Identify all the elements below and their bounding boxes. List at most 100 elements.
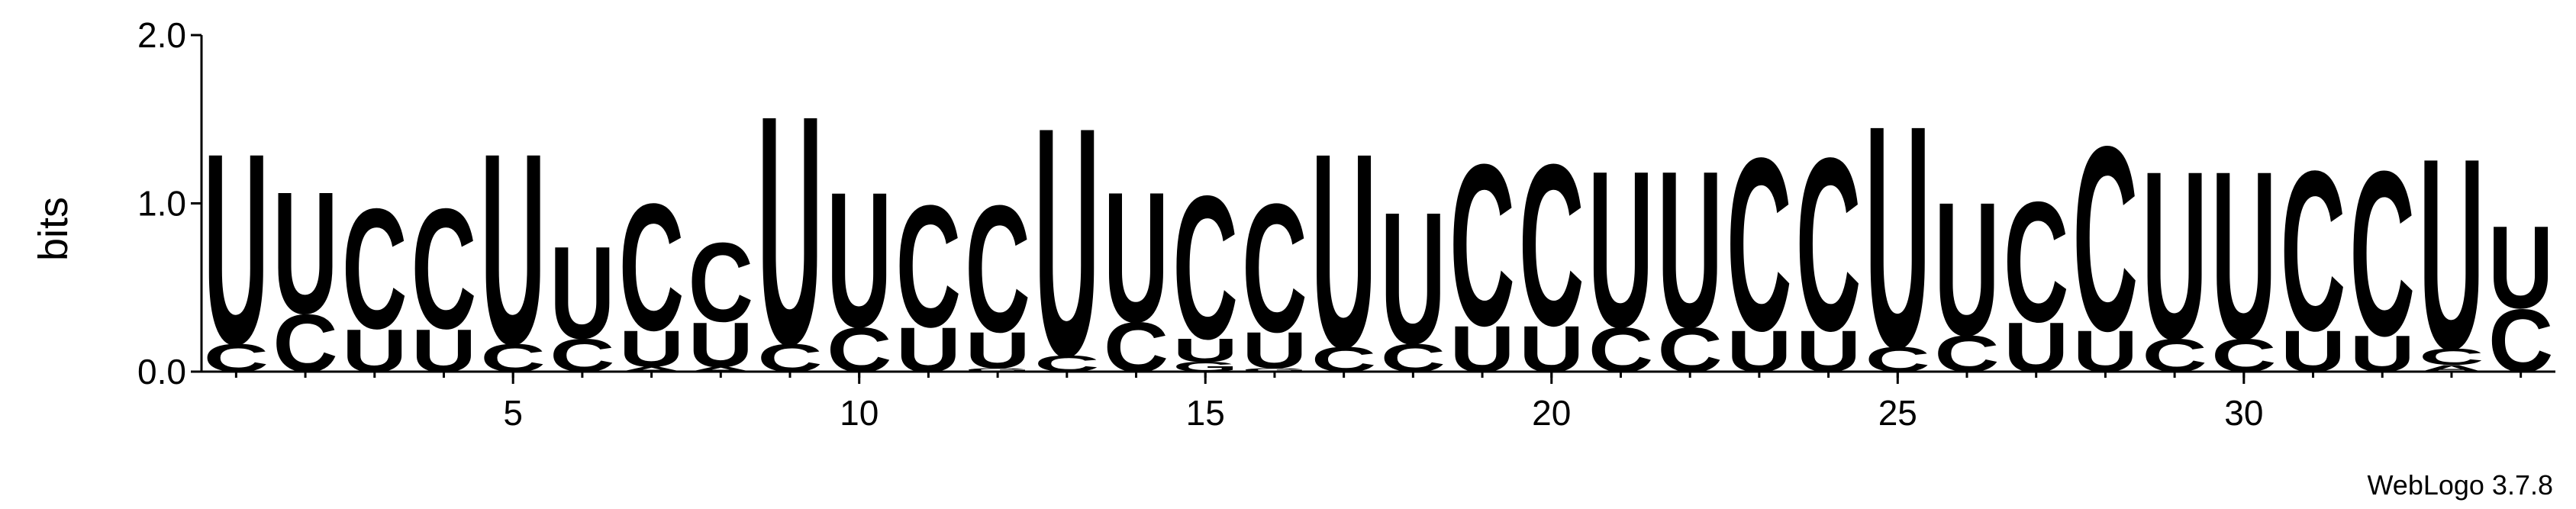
letter-group: C — [1865, 340, 1930, 379]
logo-letter: C — [827, 315, 891, 385]
logo-letter: U — [2073, 318, 2138, 384]
x-tick-label: 15 — [1186, 393, 1225, 433]
letter-group: G — [1242, 368, 1307, 373]
logo-letter: U — [1796, 318, 1861, 384]
logo-letter: C — [1381, 336, 1446, 380]
logo-letter: C — [481, 336, 546, 380]
logo-letter: C — [204, 336, 269, 380]
letter-group: C — [757, 336, 822, 380]
letter-group: C — [1381, 336, 1446, 380]
logo-letter: U — [1449, 311, 1514, 385]
logo-letter: U — [411, 317, 476, 385]
letter-group: C — [619, 166, 684, 369]
logo-letter: U — [1173, 332, 1238, 369]
logo-letter: U — [1242, 322, 1307, 379]
logo-letter: U — [2004, 308, 2068, 387]
letter-group: C — [272, 298, 337, 390]
letter-group: U — [688, 310, 753, 380]
logo-letter: C — [2073, 91, 2138, 385]
letter-group: U — [1449, 311, 1514, 385]
logo-letter: C — [1311, 340, 1376, 379]
logo-letter: C — [1519, 115, 1584, 373]
letter-group: U — [1588, 125, 1653, 375]
letter-group: C — [2419, 343, 2484, 370]
letter-group: U — [342, 317, 407, 385]
letter-group: C — [1934, 326, 1999, 383]
letter-group: U — [2073, 318, 2138, 384]
letter-group: U — [1865, 60, 1930, 415]
letter-group: U — [2281, 318, 2345, 384]
letter-group: C — [2211, 329, 2276, 382]
letter-group: U — [619, 321, 684, 378]
logo-letter: U — [965, 322, 1030, 379]
letter-group: C — [1588, 315, 1653, 385]
logo-letter: C — [2281, 124, 2345, 379]
letter-group: U — [272, 156, 337, 350]
logo-letter: U — [1934, 163, 1999, 375]
logo-letter: U — [757, 48, 822, 413]
letter-group: U — [757, 48, 822, 413]
logo-letter: C — [1588, 315, 1653, 385]
letter-group: C — [2488, 292, 2553, 391]
logo-letter: A — [688, 366, 753, 373]
letter-group: U — [1796, 318, 1861, 384]
letter-group: U — [1242, 322, 1307, 379]
letter-group: U — [1104, 154, 1169, 361]
logo-letter: U — [1311, 97, 1376, 406]
letter-group: C — [688, 219, 753, 345]
letter-group: U — [896, 315, 961, 385]
logo-letter: U — [1726, 318, 1791, 384]
letter-group: U — [2004, 308, 2068, 387]
logo-letter: C — [1104, 308, 1169, 387]
logo-letter: C — [1658, 315, 1723, 385]
x-tick-label: 30 — [2224, 393, 2263, 433]
logo-letter: C — [1934, 326, 1999, 383]
logo-letter: C — [1865, 340, 1930, 379]
logo-letter: C — [688, 219, 753, 345]
logo-letter: U — [1034, 60, 1099, 424]
logo-letter: C — [1726, 106, 1791, 382]
letter-group: U — [411, 317, 476, 385]
logo-letter: C — [965, 167, 1030, 370]
logo-letter: U — [688, 310, 753, 380]
letter-group: U — [550, 218, 614, 366]
letter-group: C — [204, 336, 269, 380]
letter-group: A — [2419, 363, 2484, 374]
y-tick-label: 0.0 — [137, 352, 186, 391]
letter-group: G — [965, 368, 1030, 373]
letter-group: C — [2073, 91, 2138, 385]
letter-group: C — [1242, 165, 1307, 370]
logo-letter: U — [827, 152, 891, 368]
logo-letter: U — [550, 218, 614, 366]
letter-group: U — [2488, 201, 2553, 333]
logo-letter: U — [1865, 60, 1930, 415]
logo-letter: C — [272, 298, 337, 390]
logo-letter: U — [1104, 154, 1169, 361]
letter-group: C — [827, 315, 891, 385]
logo-letter: C — [411, 173, 476, 365]
logo-letter: U — [2142, 122, 2207, 389]
logo-letter: U — [342, 317, 407, 385]
logo-letter: G — [965, 368, 1030, 373]
logo-letter: U — [2350, 326, 2415, 383]
logo-letter: C — [896, 170, 961, 364]
y-tick-label: 2.0 — [137, 15, 186, 55]
logo-letter: U — [2211, 122, 2276, 389]
x-tick-label: 10 — [840, 393, 879, 433]
letter-group: C — [1034, 350, 1099, 377]
letter-group: A — [619, 366, 684, 373]
letter-group: C — [550, 329, 614, 382]
letter-group: C — [896, 170, 961, 364]
logo-letter: G — [1242, 368, 1307, 373]
letter-group: C — [342, 173, 407, 365]
letter-group: U — [1173, 332, 1238, 369]
letter-group: U — [1381, 173, 1446, 383]
x-tick-label: 20 — [1532, 393, 1571, 433]
letter-group: C — [965, 167, 1030, 370]
y-axis-label: bits — [31, 197, 76, 261]
letter-group: U — [1519, 311, 1584, 385]
y-tick-label: 1.0 — [137, 184, 186, 224]
x-tick-label: 25 — [1878, 393, 1917, 433]
